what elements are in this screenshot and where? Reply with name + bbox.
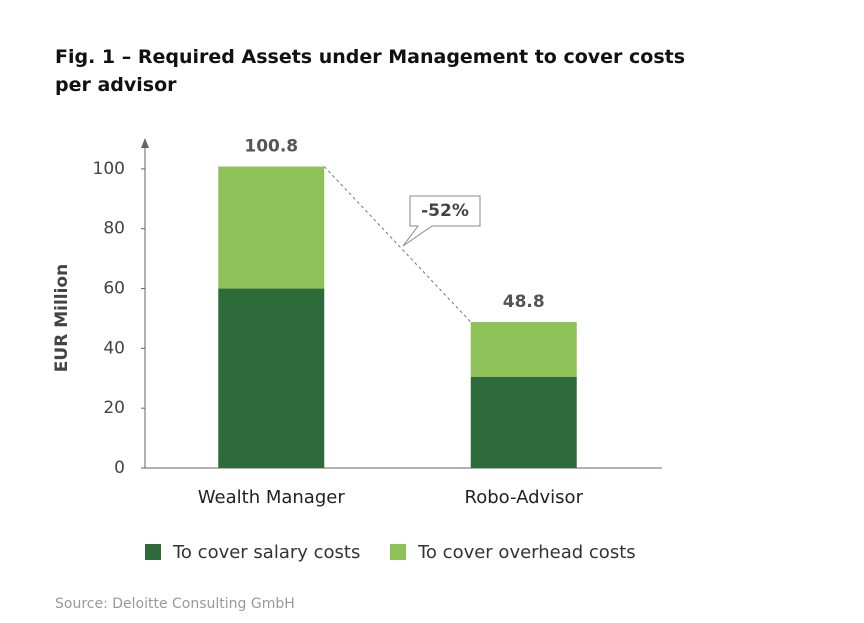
total-label: 100.8 (244, 137, 298, 157)
x-tick-label: Robo-Advisor (465, 487, 584, 508)
y-tick-label: 40 (103, 338, 125, 358)
total-label: 48.8 (503, 292, 545, 312)
y-axis-arrow (141, 138, 149, 148)
connector (323, 166, 472, 323)
bar-segment (470, 322, 577, 377)
x-tick-label: Wealth Manager (198, 487, 346, 508)
chart-title: Fig. 1 – Required Assets under Managemen… (55, 46, 685, 96)
annotation: -52% (421, 201, 469, 221)
y-axis-label: EUR Million (52, 264, 72, 372)
bar-segment (218, 166, 325, 289)
legend-swatch (390, 544, 406, 560)
y-tick-label: 60 (103, 279, 125, 299)
y-tick-label: 80 (103, 219, 125, 239)
y-tick-label: 20 (103, 398, 125, 418)
source: Source: Deloitte Consulting GmbH (55, 596, 295, 612)
legend-label: To cover overhead costs (417, 542, 636, 563)
bar-segment (218, 288, 325, 468)
legend-swatch (145, 544, 161, 560)
callout (402, 195, 481, 247)
bar-segment (470, 376, 577, 468)
y-tick-label: 0 (114, 458, 125, 478)
y-tick-label: 100 (93, 159, 125, 179)
legend-label: To cover salary costs (172, 542, 360, 563)
